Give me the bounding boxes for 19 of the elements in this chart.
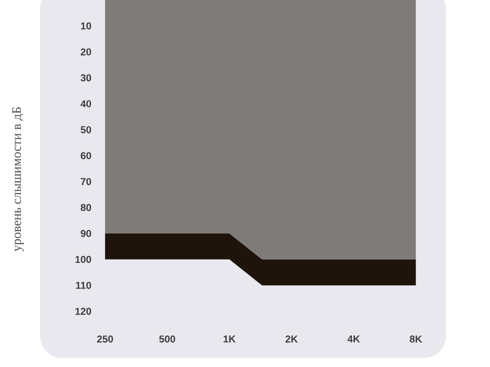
y-tick-label: 110: [76, 282, 92, 289]
y-tick-label: 100: [75, 256, 92, 263]
x-tick-label: 500: [159, 336, 176, 343]
y-axis-title: уровень слышимости в дБ: [12, 107, 24, 252]
y-tick-label: 10: [81, 22, 92, 30]
y-tick-label: 70: [80, 178, 92, 186]
y-tick-label: 30: [80, 74, 92, 82]
x-tick-label: 250: [97, 336, 113, 343]
y-tick-label: 120: [75, 308, 92, 315]
y-tick-label: 50: [80, 126, 92, 134]
y-tick-label: 80: [80, 204, 92, 212]
y-tick-label: 40: [80, 100, 92, 108]
x-tick-label: 8K: [410, 336, 422, 343]
y-tick-label: 20: [80, 48, 92, 56]
y-tick-label: 90: [80, 230, 92, 238]
y-tick-label: 60: [80, 152, 92, 160]
x-tick-label: 2K: [286, 336, 298, 342]
x-tick-label: 4K: [347, 336, 360, 342]
x-tick-label: 1K: [224, 336, 236, 342]
